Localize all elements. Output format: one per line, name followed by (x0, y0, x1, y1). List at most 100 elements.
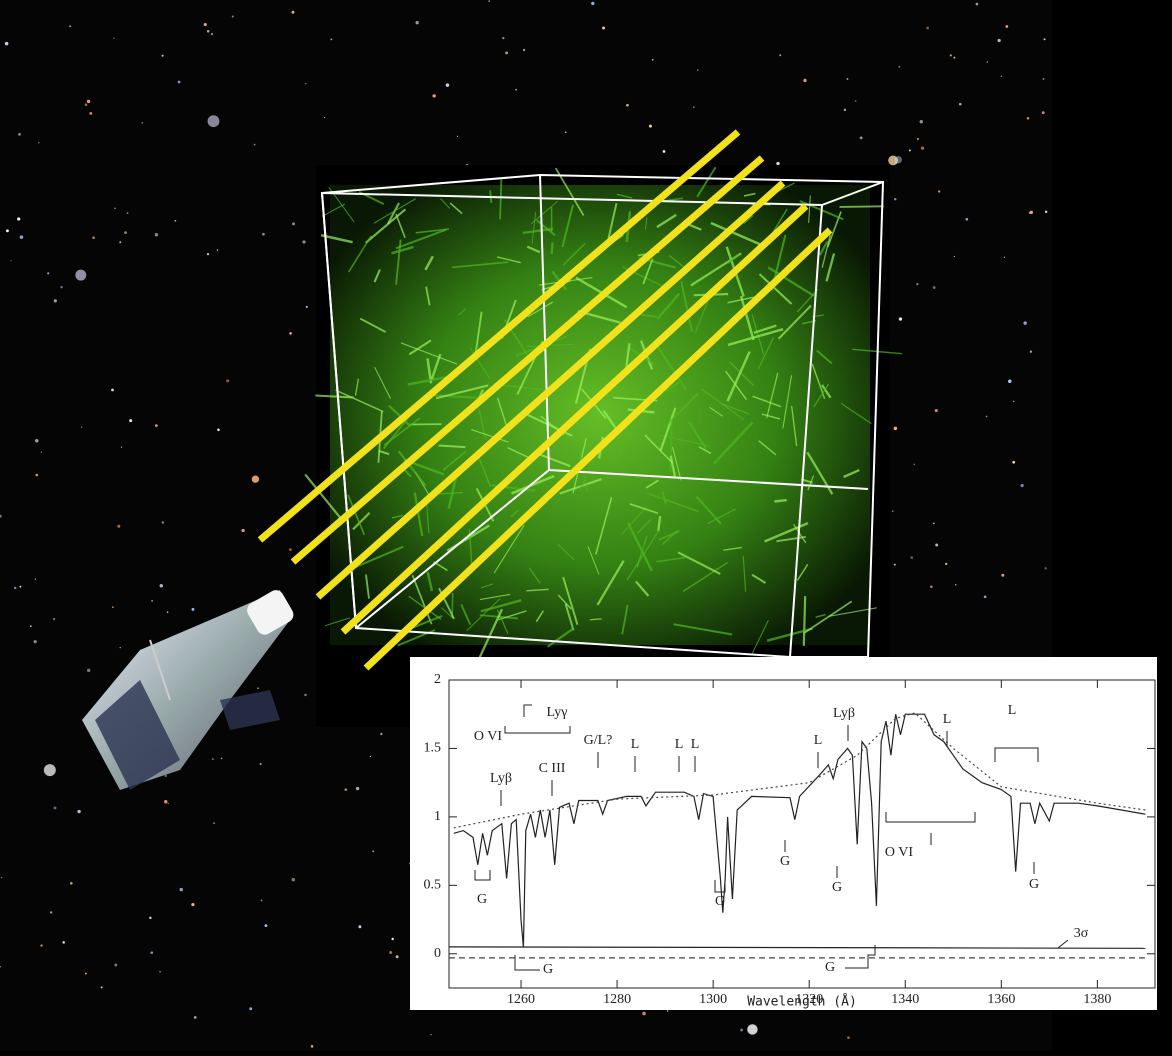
star (926, 27, 929, 30)
star (213, 822, 215, 824)
star (117, 525, 120, 528)
star (1043, 78, 1045, 80)
star (112, 606, 114, 608)
star (19, 586, 21, 588)
filament (774, 500, 786, 501)
star (35, 579, 36, 580)
star (127, 212, 129, 214)
star (380, 733, 382, 735)
star (652, 59, 653, 60)
star (1030, 211, 1033, 214)
x-tick-label: 1340 (891, 992, 919, 1007)
star (986, 61, 988, 63)
star (35, 439, 38, 442)
star (649, 125, 652, 128)
star (965, 218, 968, 221)
star (252, 475, 259, 482)
star (113, 38, 114, 39)
star (1001, 76, 1002, 77)
star (44, 764, 56, 776)
line-annotation: G (715, 894, 725, 909)
line-annotation: L (675, 737, 684, 752)
star (663, 150, 666, 153)
x-tick-label: 1380 (1083, 992, 1111, 1007)
star (697, 69, 698, 70)
star (1042, 111, 1045, 114)
star (446, 83, 449, 86)
star (626, 104, 629, 107)
star (81, 426, 82, 427)
star (249, 1007, 252, 1010)
star (151, 600, 153, 602)
star (211, 33, 213, 35)
star (119, 241, 121, 243)
star (241, 529, 244, 532)
star (101, 986, 103, 988)
star (257, 688, 258, 689)
star (933, 522, 935, 524)
star (20, 235, 24, 239)
star (959, 103, 962, 106)
star (254, 144, 256, 146)
star (41, 451, 42, 452)
star (415, 21, 418, 24)
y-tick-label: 0.5 (424, 878, 442, 893)
star (1012, 461, 1015, 464)
star (930, 585, 933, 588)
line-annotation: G (1029, 877, 1039, 892)
y-tick-label: 1.5 (424, 741, 442, 756)
star (40, 944, 42, 946)
star (389, 951, 392, 954)
star (35, 474, 38, 477)
star (894, 427, 898, 431)
star (120, 647, 121, 648)
star (976, 3, 979, 6)
star (324, 117, 325, 118)
line-annotation: 3σ (1074, 926, 1089, 941)
star (62, 941, 65, 944)
star (217, 429, 220, 432)
line-annotation: L (691, 737, 700, 752)
star (155, 424, 158, 427)
star (292, 11, 295, 14)
star (17, 217, 20, 220)
star (1027, 117, 1030, 120)
star (77, 810, 80, 813)
star (370, 756, 371, 757)
star (998, 39, 1001, 42)
star (1044, 38, 1046, 40)
star (847, 78, 849, 80)
star (1021, 484, 1024, 487)
x-tick-label: 1360 (987, 992, 1015, 1007)
star (345, 788, 348, 791)
line-annotation: G (477, 892, 487, 907)
star (207, 30, 210, 33)
star (164, 800, 167, 803)
star (69, 25, 71, 27)
star (950, 54, 952, 56)
star (1044, 567, 1046, 569)
line-annotation: O VI (885, 845, 913, 860)
star (121, 447, 122, 448)
star (945, 563, 947, 565)
line-annotation: Lyβ (490, 771, 512, 786)
star (488, 0, 489, 1)
star (892, 510, 894, 512)
star (432, 94, 435, 97)
star (175, 220, 177, 222)
star (5, 42, 9, 46)
star (289, 548, 292, 551)
star (935, 409, 938, 412)
star (933, 286, 936, 289)
star (938, 190, 940, 192)
star (10, 260, 11, 261)
star (70, 882, 73, 885)
star (523, 49, 525, 51)
star (955, 584, 956, 585)
line-annotation: L (943, 712, 952, 727)
star (916, 283, 918, 285)
y-tick-label: 0 (434, 946, 441, 961)
star (894, 564, 896, 566)
star (1, 877, 2, 878)
